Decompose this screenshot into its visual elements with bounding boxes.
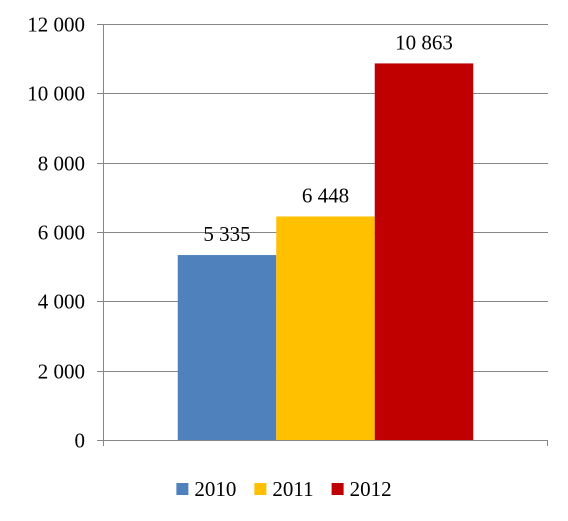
y-tick-label: 8 000 (38, 152, 85, 176)
data-label-2011: 6 448 (302, 183, 349, 207)
y-tick-label: 6 000 (38, 221, 85, 245)
axes (97, 24, 548, 446)
y-tick-label: 12 000 (27, 13, 85, 37)
legend-label-2010: 2010 (194, 477, 236, 501)
y-tick-label: 4 000 (38, 290, 85, 314)
bars (177, 63, 474, 440)
y-axis-tick-labels: 0 2 000 4 000 6 000 8 000 10 000 12 000 (27, 13, 85, 453)
y-tick-label: 2 000 (38, 360, 85, 384)
legend-swatch-2012 (331, 483, 344, 495)
legend-label-2012: 2012 (350, 477, 392, 501)
data-label-2012: 10 863 (395, 30, 453, 54)
bar-2012 (374, 63, 474, 440)
legend-swatch-2010 (176, 483, 189, 495)
legend-swatch-2011 (254, 483, 267, 495)
y-tick-label: 0 (75, 429, 86, 453)
data-labels: 5 335 6 448 10 863 (203, 30, 453, 246)
bar-2011 (276, 216, 375, 440)
data-label-2010: 5 335 (203, 222, 250, 246)
legend-label-2011: 2011 (272, 477, 313, 501)
legend: 2010 2011 2012 (176, 477, 392, 501)
y-tick-label: 10 000 (27, 82, 85, 106)
bar-2010 (177, 255, 277, 440)
